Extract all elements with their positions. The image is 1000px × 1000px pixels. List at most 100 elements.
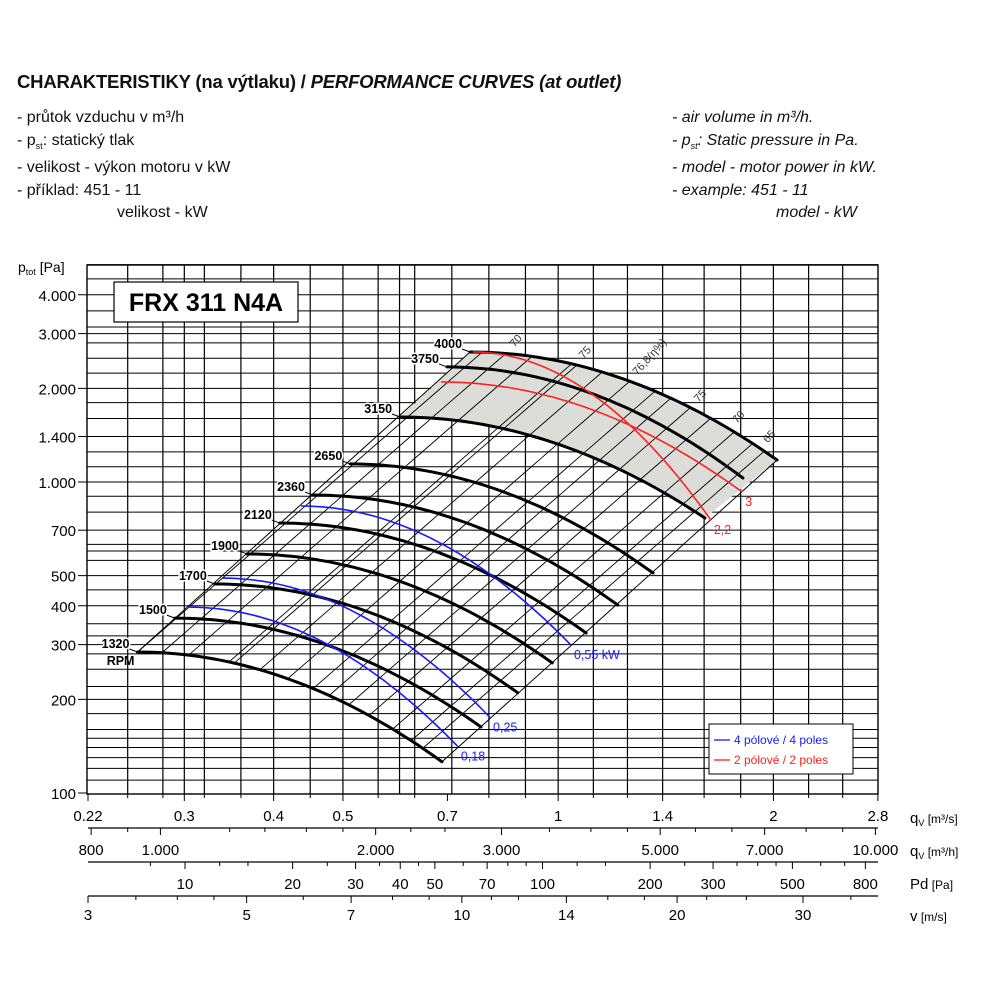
rpm-label: 2360 (277, 480, 305, 494)
y-tick-label: 4.000 (38, 288, 76, 305)
rpm-curve (278, 521, 588, 635)
rpm-leader (206, 580, 216, 585)
rpm-curve (213, 582, 520, 695)
power-label: 0,25 (493, 720, 517, 734)
axis-title-unit: [m/s] (918, 910, 947, 924)
axis-tick-label: 500 (780, 876, 805, 893)
rpm-curve (348, 462, 655, 575)
axis-tick-label: 1.4 (652, 808, 673, 825)
axis-tick-label: 20 (284, 876, 301, 893)
note-line: - air volume in m³/h. (672, 109, 814, 126)
rpm-leader (461, 348, 471, 353)
note-line: - velikost - výkon motoru v kW (17, 159, 231, 177)
plot-frame (86, 264, 879, 795)
axis-tick-label: 10 (454, 907, 471, 924)
model-title: FRX 311 N4A (129, 289, 283, 317)
axis-title-main: Pd (910, 876, 928, 893)
note-line: - průtok vzduchu v m³/h (17, 109, 185, 126)
axis-tick-label: 0.3 (174, 808, 195, 825)
rpm-leader (271, 519, 280, 524)
rpm-label: 2650 (314, 449, 342, 463)
axis-tick-label: 30 (347, 876, 364, 893)
axis-title-unit: [Pa] (928, 878, 953, 892)
system-line (279, 352, 778, 762)
rpm-curve (445, 365, 745, 480)
axis-tick-label: 300 (701, 876, 726, 893)
rpm-label: 2120 (244, 508, 272, 522)
end-boundary-line (441, 459, 778, 763)
axis-title: Pd [Pa] (910, 876, 953, 893)
note-line: - example: 451 - 11 (672, 181, 809, 199)
axis-tick-label: 200 (638, 876, 663, 893)
axis-tick-label: 30 (795, 907, 812, 924)
start-boundary-line (137, 351, 471, 653)
axis-v: 3 5 7 10 14 20 30 v [m/s] (84, 895, 947, 925)
efficiency-line (318, 352, 778, 762)
model-box (113, 281, 299, 323)
operating-region (400, 352, 778, 518)
rpm-leader (342, 460, 351, 465)
axis-tick-label: 3 (84, 907, 92, 924)
system-line (137, 352, 585, 696)
axis-qv_m3h: 800 1.000 2.000 3.000 5.000 7.000 10.000 qV [m³… (79, 827, 958, 861)
axis-pd: 10 20 30 40 50 70 100 200 300 500 800 Pd [Pa] (88, 861, 953, 893)
efficiency-line (137, 352, 695, 762)
y-tick-label: 400 (51, 599, 76, 616)
system-line (350, 352, 778, 762)
axis-tick-label: 7.000 (746, 842, 784, 859)
title-english: PERFORMANCE CURVES (at outlet) (310, 71, 622, 92)
rpm-curve (245, 552, 554, 665)
y-axis-label: ptot [Pa] (18, 259, 65, 277)
axis-tick-label: 100 (530, 876, 555, 893)
axis-tick-label: 0.22 (73, 808, 102, 825)
rpm-leader (166, 614, 176, 619)
rpm-leader (438, 363, 448, 368)
axis-tick-label: 40 (392, 876, 409, 893)
axis-tick-label: 14 (558, 907, 575, 924)
axis-title-main: q (910, 810, 918, 827)
rpm-leader (129, 648, 138, 653)
axis-tick-label: 2.8 (867, 808, 888, 825)
efficiency-label: 65 (761, 428, 778, 445)
rpm-leader (304, 491, 314, 496)
efficiency-label: 70 (508, 333, 525, 350)
axis-tick-label: 70 (479, 876, 496, 893)
legend-label: 2 pólové / 2 poles (734, 753, 828, 767)
efficiency-line (137, 352, 611, 718)
note-line: - model - motor power in kW. (672, 159, 877, 177)
efficiency-line (371, 352, 778, 762)
axis-tick-label: 2 (769, 808, 777, 825)
rpm-unit-label: RPM (107, 654, 135, 668)
system-line (137, 352, 688, 762)
axis-tick-label: 0.5 (333, 808, 354, 825)
y-tick-label: 1.400 (38, 430, 76, 447)
note-line: - pst: Static pressure in Pa. (672, 131, 859, 151)
system-line (137, 352, 640, 743)
axis-tick-label: 7 (347, 907, 355, 924)
axis-tick-label: 1 (554, 808, 562, 825)
axis-title-unit: [m³/h] (924, 845, 958, 859)
power-curve (222, 577, 491, 718)
y-tick-label: 300 (51, 638, 76, 655)
axis-tick-label: 800 (79, 842, 104, 859)
y-tick-label: 700 (51, 523, 76, 540)
rpm-leader (238, 550, 248, 555)
axis-tick-label: 2.000 (357, 842, 395, 859)
rpm-label: 1500 (139, 603, 167, 617)
note-line: - příklad: 451 - 11 (17, 181, 142, 199)
power-label: 3 (745, 495, 752, 509)
y-tick-label: 500 (51, 569, 76, 586)
y-tick-label: 1.000 (38, 475, 76, 492)
y-tick-label: 3.000 (38, 327, 76, 344)
axis-title-main: v (910, 908, 918, 925)
axis-tick-label: 3.000 (483, 842, 521, 859)
rpm-leader (391, 413, 401, 418)
axis-tick-label: 5.000 (641, 842, 679, 859)
rpm-label: 3750 (411, 352, 439, 366)
y-axis-label-main: p (18, 259, 26, 275)
power-curve (188, 606, 459, 748)
rpm-label: 1700 (179, 569, 207, 583)
note-line: - pst: statický tlak (17, 131, 135, 151)
chart-heading: CHARAKTERISTIKY (na výtlaku) / PERFORMAN… (17, 71, 621, 93)
